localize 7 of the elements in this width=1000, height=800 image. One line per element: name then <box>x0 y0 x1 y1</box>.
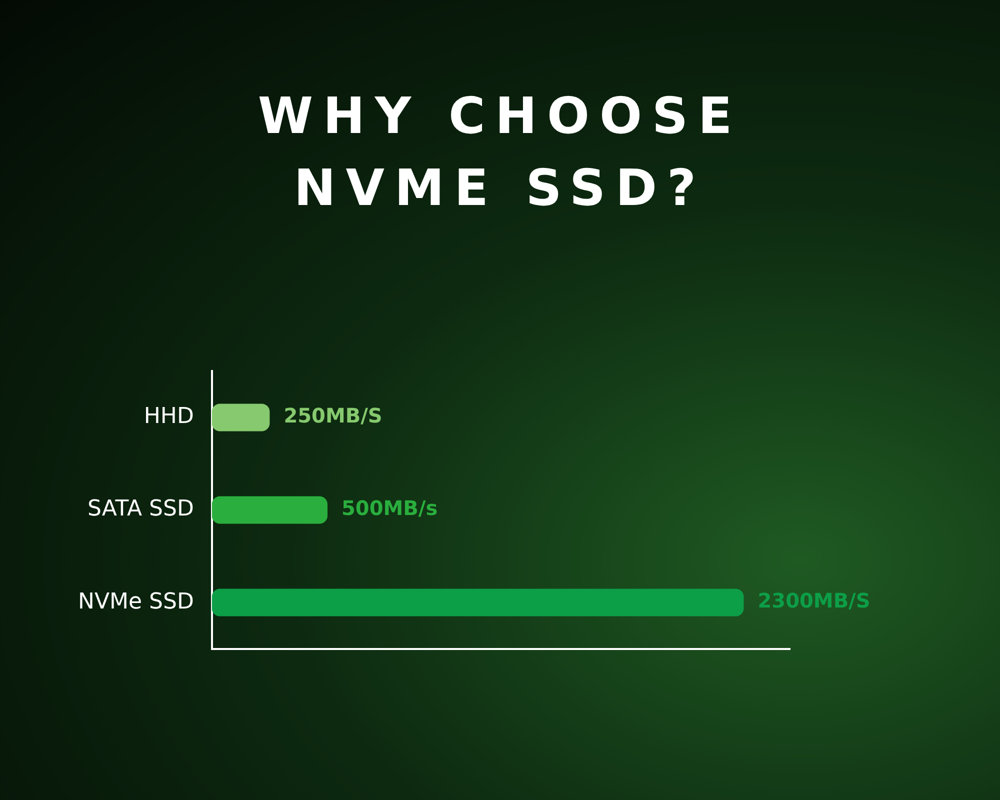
data-label: 500MB/s <box>342 496 438 520</box>
y-tick-label: NVMe SSD <box>78 589 194 614</box>
y-tick-label: HHD <box>144 404 194 430</box>
y-tick-label: SATA SSD <box>88 496 194 522</box>
data-label: 2300MB/S <box>758 588 870 613</box>
chart-title: WHY CHOOSE NVME SSD? <box>256 86 744 219</box>
data-label: 250MB/S <box>284 404 382 428</box>
